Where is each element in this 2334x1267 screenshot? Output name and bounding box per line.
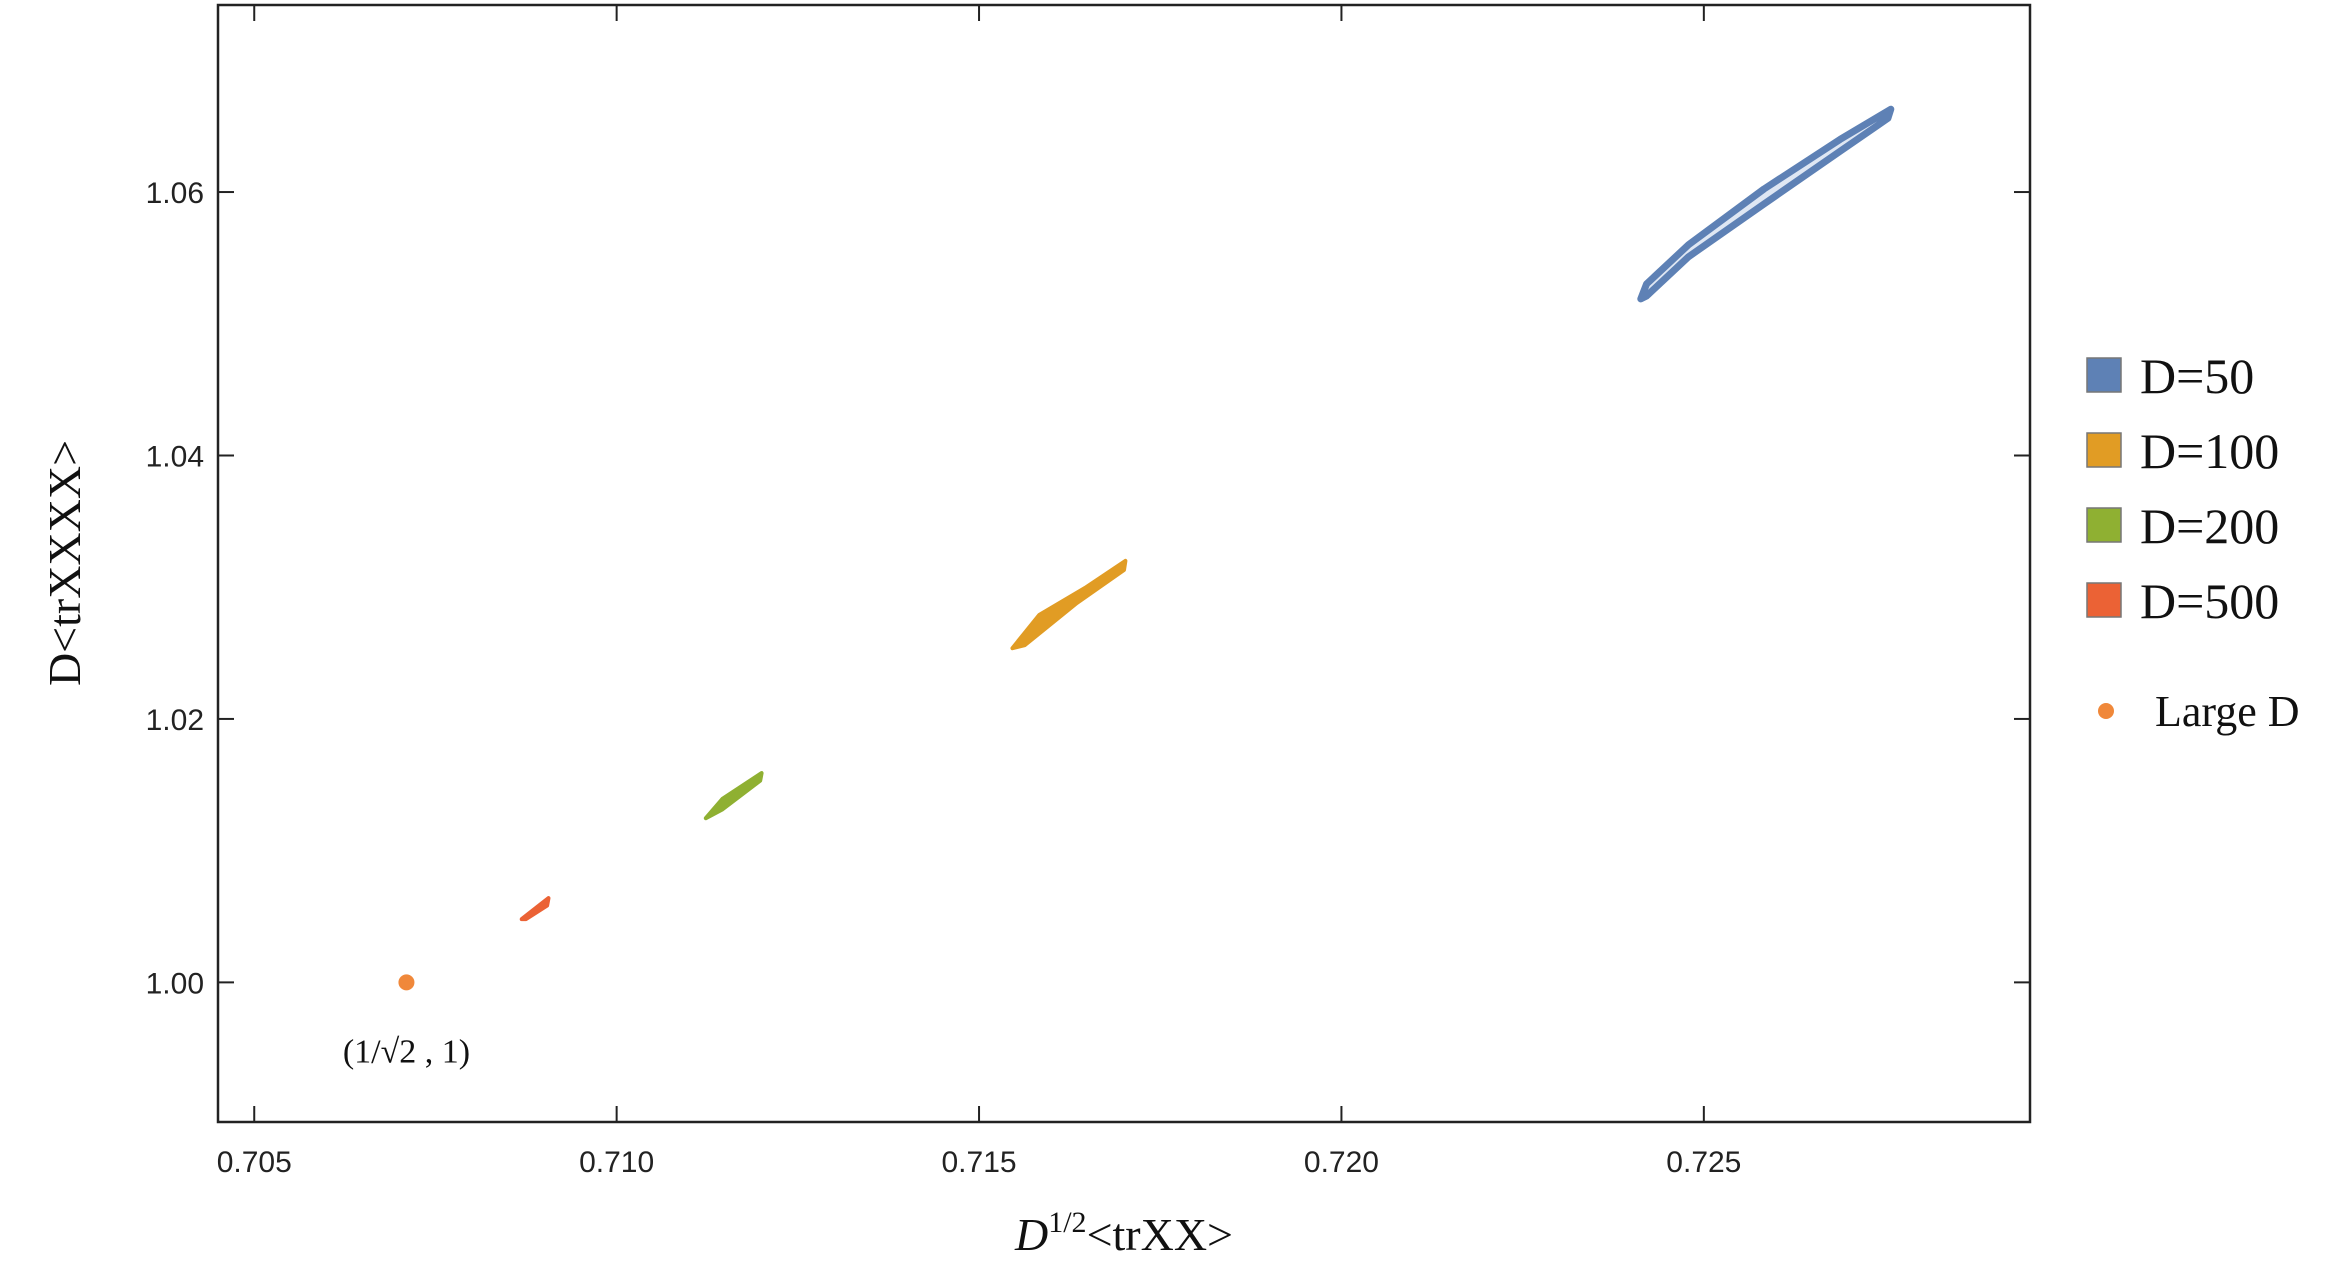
x-title-part: <trXX> xyxy=(1087,1209,1233,1260)
legend-swatch xyxy=(2086,357,2122,393)
y-tick-label: 1.06 xyxy=(146,177,204,210)
x-tick-label: 0.725 xyxy=(1666,1146,1741,1179)
legend-swatch xyxy=(2086,507,2122,543)
legend-swatch xyxy=(2086,432,2122,468)
region xyxy=(703,771,764,821)
x-axis-title: D1/2<trXX> xyxy=(1014,1206,1233,1260)
x-tick-label: 0.710 xyxy=(579,1146,654,1179)
legend-swatch xyxy=(2086,582,2122,618)
region xyxy=(519,896,551,922)
region xyxy=(1010,558,1128,651)
x-tick-label: 0.715 xyxy=(942,1146,1017,1179)
legend-point xyxy=(2098,703,2114,719)
annotation: (1/√2 , 1) xyxy=(343,1033,470,1070)
x-title-part: 1/2 xyxy=(1048,1206,1086,1239)
y-tick-label: 1.04 xyxy=(146,440,204,473)
x-tick-label: 0.705 xyxy=(217,1146,292,1179)
legend-label: Large D xyxy=(2155,687,2300,736)
plot-frame xyxy=(216,3,2032,1124)
legend-label: D=200 xyxy=(2140,498,2279,554)
legend-label: D=50 xyxy=(2140,348,2254,404)
x-tick-label: 0.720 xyxy=(1304,1146,1379,1179)
legend-label: D=500 xyxy=(2140,573,2279,629)
y-tick-label: 1.00 xyxy=(146,967,204,1000)
x-title-part: D xyxy=(1014,1209,1048,1260)
y-tick-label: 1.02 xyxy=(146,704,204,737)
legend-label: D=100 xyxy=(2140,423,2279,479)
region xyxy=(1637,105,1895,303)
point xyxy=(398,974,415,991)
y-axis-title: D<trXXXX> xyxy=(39,440,90,686)
